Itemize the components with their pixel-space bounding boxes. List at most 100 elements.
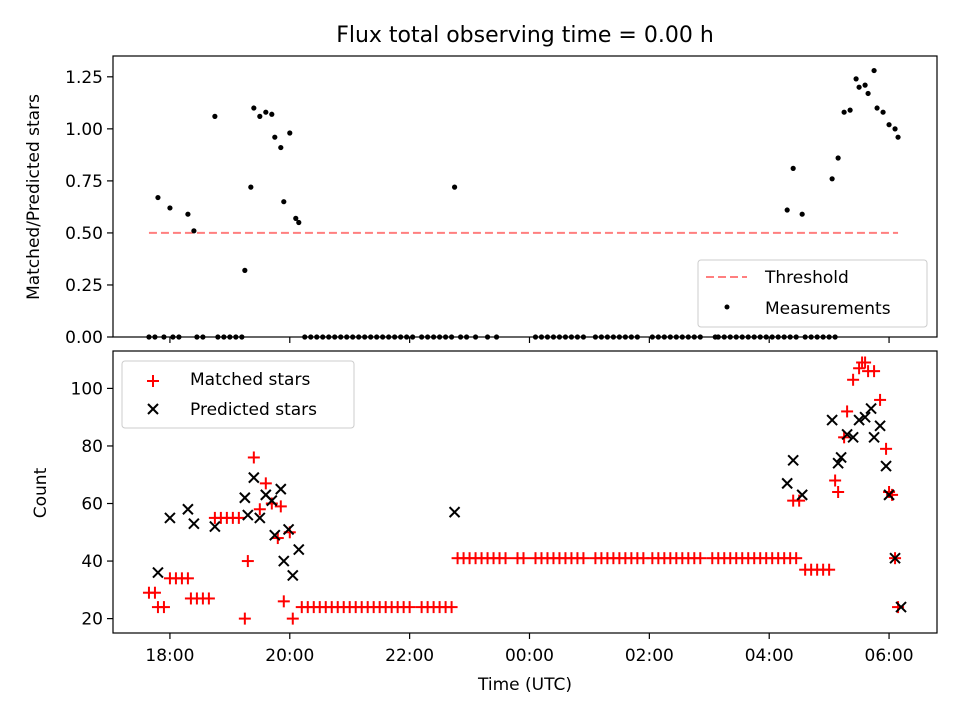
bottom-y-tick-label: 20 (81, 610, 103, 630)
matched-star-point (445, 601, 458, 614)
measurement-point (853, 76, 859, 82)
matched-star-point (181, 572, 194, 585)
matched-star-point (874, 393, 887, 406)
predicted-star-point (832, 457, 844, 469)
bottom-x-tick-label: 06:00 (865, 646, 914, 666)
measurement-point (841, 109, 847, 115)
measurement-point (865, 90, 871, 97)
predicted-star-point (880, 460, 892, 472)
bottom-y-tick-label: 100 (71, 379, 103, 399)
top-y-tick-label: 1.00 (65, 120, 103, 140)
predicted-star-point (278, 555, 290, 567)
top-y-tick-label: 0.75 (65, 172, 103, 192)
predicted-star-point (826, 414, 838, 426)
measurement-point (862, 82, 868, 88)
bottom-x-tick-label: 22:00 (385, 646, 434, 666)
matched-star-point (694, 552, 707, 565)
measurement-point (856, 84, 862, 90)
bottom-x-tick-label: 02:00 (625, 646, 674, 666)
predicted-star-point (266, 494, 278, 507)
bottom-x-tick-label: 04:00 (745, 646, 794, 666)
bottom-y-tick-label: 60 (81, 495, 103, 515)
predicted-star-point (859, 411, 871, 423)
measurement-point (886, 122, 892, 128)
matched-star-point (853, 362, 866, 375)
predicted-star-point (282, 523, 295, 536)
predicted-star-point (275, 483, 287, 495)
predicted-star-point (847, 431, 859, 444)
matched-star-point (277, 595, 290, 608)
measurement-point (242, 267, 248, 273)
measurement-point (278, 144, 284, 151)
measurement-point (874, 105, 880, 111)
predicted-star-point (269, 529, 281, 541)
measurement-point (257, 113, 263, 119)
measurement-point (790, 165, 796, 171)
measurement-point (451, 184, 458, 190)
predicted-star-point (164, 512, 176, 524)
measurement-point (892, 126, 898, 132)
top-y-tick-label: 0.50 (65, 224, 103, 244)
top-y-tick-label: 0.00 (65, 328, 103, 348)
top-axes-frame (112, 55, 938, 338)
predicted-star-point (209, 520, 221, 533)
measurement-point (191, 228, 197, 234)
measurement-point (287, 130, 293, 136)
matched-star-point (499, 552, 512, 565)
matched-star-point (157, 601, 170, 614)
measurement-point (155, 194, 161, 201)
measurement-point (167, 205, 173, 211)
bottom-y-axis-label: Count (31, 467, 51, 518)
bottom-x-tick-label: 00:00 (505, 646, 554, 666)
top-legend-box (697, 259, 928, 328)
matched-star-point (832, 486, 845, 498)
matched-star-point (241, 555, 254, 568)
measurement-point (281, 199, 287, 205)
predicted-star-point (865, 402, 877, 415)
threshold-legend-label: Threshold (764, 268, 849, 288)
predicted-star-point (787, 454, 799, 467)
matched-star-point (790, 552, 803, 565)
predicted-star-point (781, 477, 793, 490)
predicted-star-point (448, 506, 461, 518)
matched-star-point (202, 592, 215, 605)
predicted-legend-label: Predicted stars (190, 400, 317, 420)
bottom-x-tick-label: 18:00 (145, 646, 194, 666)
top-legend: Threshold Measurements (697, 259, 928, 328)
matched-star-point (232, 511, 245, 524)
predicted-star-point (874, 420, 886, 432)
measurement-point (799, 211, 805, 217)
predicted-star-point (182, 503, 194, 515)
matched-star-point (238, 612, 251, 625)
matched-star-point (823, 563, 836, 576)
measurement-point (847, 107, 853, 113)
predicted-star-point (835, 451, 847, 464)
bottom-x-tick-label: 20:00 (265, 646, 314, 666)
measurement-point (871, 67, 877, 74)
measurements-legend-swatch (724, 304, 730, 310)
predicted-star-point (239, 492, 251, 504)
measurement-point (895, 134, 901, 140)
bottom-axes-frame (112, 350, 938, 634)
top-chart-title: Flux total observing time = 0.00 h (336, 23, 714, 48)
matched-star-point (403, 601, 416, 614)
predicted-star-point (293, 543, 305, 556)
measurement-point (251, 105, 257, 111)
matched-star-point (148, 586, 161, 599)
measurement-point (296, 219, 302, 226)
predicted-star-point (287, 569, 299, 582)
measurements-legend-label: Measurements (765, 299, 891, 319)
matched-star-point (841, 405, 854, 418)
matched-star-point (859, 356, 872, 369)
matched-legend-label: Matched stars (190, 370, 310, 390)
bottom-y-tick-label: 80 (81, 437, 103, 457)
matched-star-point (847, 373, 860, 386)
matched-star-point (577, 552, 590, 565)
predicted-legend-swatch (147, 403, 159, 415)
predicted-star-point (242, 509, 254, 521)
predicted-star-point (889, 552, 901, 564)
matched-star-point (868, 365, 881, 378)
predicted-star-point (841, 428, 853, 441)
measurement-point (269, 111, 275, 117)
